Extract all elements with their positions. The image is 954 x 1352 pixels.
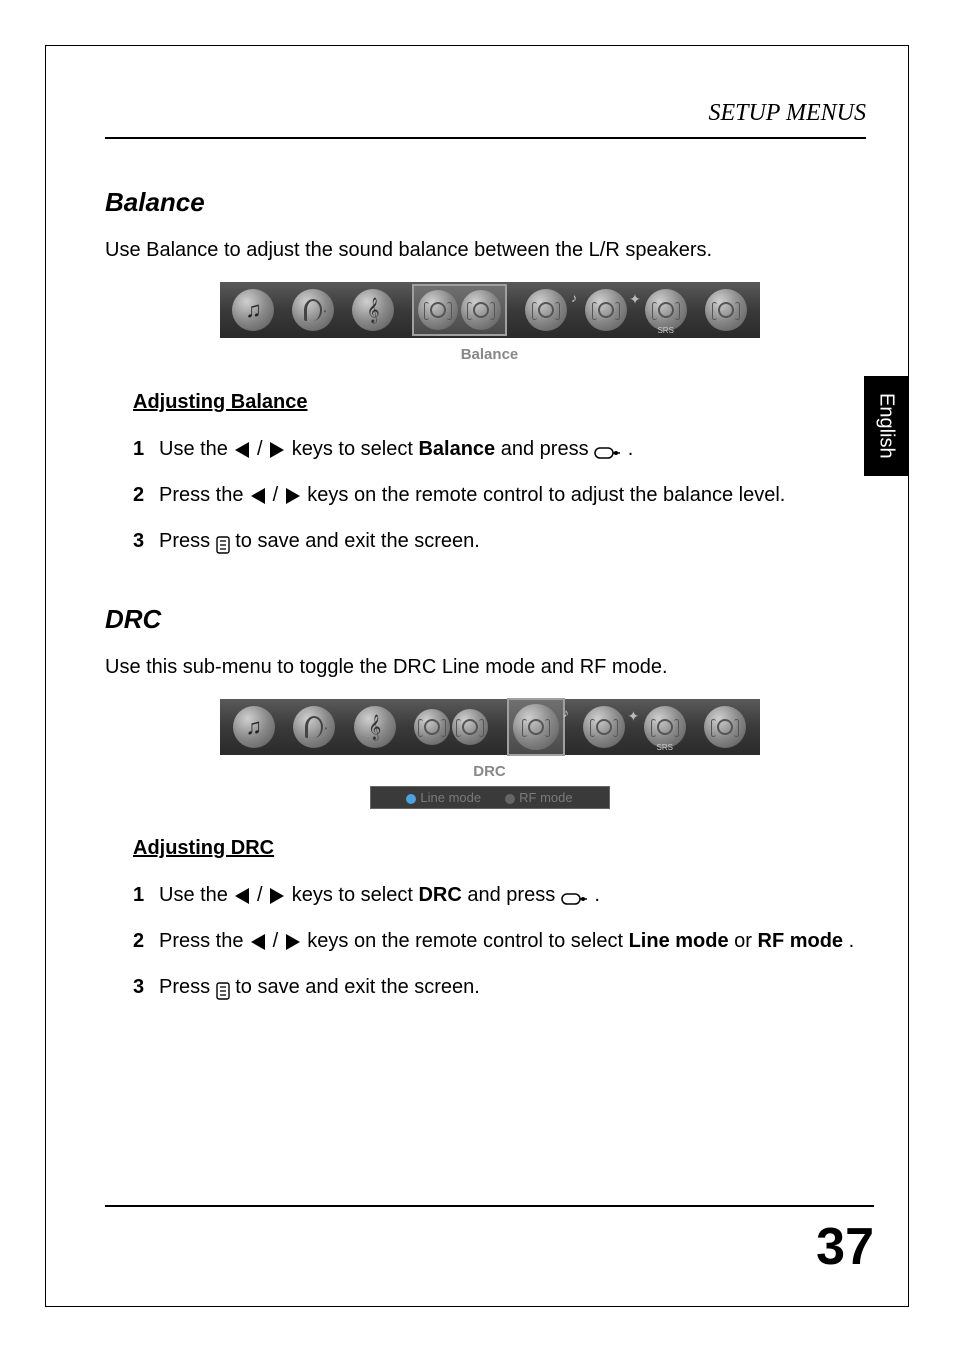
step-text: or (734, 930, 757, 952)
step-text: keys on the remote control to adjust the… (307, 484, 785, 506)
balance-step-3: 3 Press to save and exit the screen. (133, 526, 874, 556)
footer-divider (105, 1205, 874, 1207)
drc-icon: ♪ (525, 289, 567, 331)
line-mode-label: Line mode (420, 790, 481, 805)
spdif-icon (704, 706, 746, 748)
step-number: 2 (133, 926, 149, 956)
srs-icon: SRS (644, 706, 686, 748)
treble-icon (352, 289, 394, 331)
right-arrow-icon (286, 934, 300, 950)
balance-selected-box (412, 284, 507, 336)
adjusting-drc-heading: Adjusting DRC (133, 837, 874, 860)
step-text: / (273, 930, 284, 952)
enter-icon (594, 441, 622, 459)
balance-right-speaker-icon (452, 709, 488, 745)
step-text: / (273, 484, 284, 506)
balance-left-speaker-icon (418, 290, 458, 330)
step-text: Use the (159, 884, 233, 906)
menu-button-icon (216, 533, 230, 551)
step-bold-text: Balance (418, 438, 495, 460)
left-arrow-icon (251, 934, 265, 950)
drc-selected-box: ♪ (507, 698, 565, 756)
step-text: Press (159, 530, 216, 552)
drc-step-1: 1 Use the / keys to select DRC and press… (133, 880, 874, 910)
drc-menu-caption: DRC (220, 763, 760, 780)
drc-step-2: 2 Press the / keys on the remote control… (133, 926, 874, 956)
right-arrow-icon (270, 442, 284, 458)
step-number: 3 (133, 526, 149, 556)
step-text: . (628, 438, 634, 460)
step-text: and press (501, 438, 594, 460)
step-text: . (849, 930, 855, 952)
balance-intro: Use Balance to adjust the sound balance … (105, 236, 874, 264)
right-arrow-icon (286, 488, 300, 504)
music-mode-icon (232, 289, 274, 331)
step-text: keys to select (292, 884, 419, 906)
avl-icon: ✦ (583, 706, 625, 748)
line-mode-option: Line mode (406, 790, 481, 805)
page-number: 37 (816, 1217, 874, 1277)
balance-heading: Balance (105, 187, 874, 218)
step-bold-text: RF mode (758, 930, 844, 952)
radio-active-icon (406, 794, 416, 804)
step-text: keys on the remote control to select (307, 930, 628, 952)
radio-inactive-icon (505, 794, 515, 804)
drc-heading: DRC (105, 604, 874, 635)
step-number: 1 (133, 880, 149, 910)
ear-icon (292, 289, 334, 331)
step-text: keys to select (292, 438, 419, 460)
step-number: 2 (133, 480, 149, 510)
header-section-title: SETUP MENUS (105, 100, 866, 139)
page-content: SETUP MENUS Balance Use Balance to adjus… (105, 100, 874, 1018)
drc-mode-bar: Line mode RF mode (370, 786, 610, 809)
balance-step-2: 2 Press the / keys on the remote control… (133, 480, 874, 510)
balance-right-speaker-icon (461, 290, 501, 330)
step-text: Press the (159, 484, 249, 506)
step-text: . (594, 884, 600, 906)
menu-icon-row: ♪ ✦ SRS (220, 282, 760, 338)
rf-mode-option: RF mode (505, 790, 572, 805)
step-number: 1 (133, 434, 149, 464)
srs-icon: SRS (645, 289, 687, 331)
drc-step-3: 3 Press to save and exit the screen. (133, 972, 874, 1002)
left-arrow-icon (235, 442, 249, 458)
step-bold-text: Line mode (629, 930, 729, 952)
avl-icon: ✦ (585, 289, 627, 331)
ear-icon (293, 706, 335, 748)
adjusting-balance-heading: Adjusting Balance (133, 391, 874, 414)
enter-icon (561, 887, 589, 905)
step-text: Use the (159, 438, 233, 460)
left-arrow-icon (235, 888, 249, 904)
left-arrow-icon (251, 488, 265, 504)
step-text: Press the (159, 930, 249, 952)
step-text: / (257, 884, 268, 906)
balance-left-speaker-icon (414, 709, 450, 745)
balance-step-1: 1 Use the / keys to select Balance and p… (133, 434, 874, 464)
step-text: Press (159, 976, 216, 998)
right-arrow-icon (270, 888, 284, 904)
step-text: to save and exit the screen. (235, 530, 480, 552)
treble-icon (354, 706, 396, 748)
drc-menu-illustration: ♪ ✦ SRS DRC Line mode RF mode (220, 699, 760, 809)
menu-button-icon (216, 979, 230, 997)
spdif-icon (705, 289, 747, 331)
step-number: 3 (133, 972, 149, 1002)
step-text: and press (467, 884, 560, 906)
step-text: to save and exit the screen. (235, 976, 480, 998)
step-bold-text: DRC (418, 884, 461, 906)
drc-intro: Use this sub-menu to toggle the DRC Line… (105, 653, 874, 681)
balance-menu-caption: Balance (220, 346, 760, 363)
drc-selected-icon: ♪ (513, 704, 559, 750)
rf-mode-label: RF mode (519, 790, 572, 805)
music-mode-icon (233, 706, 275, 748)
menu-icon-row: ♪ ✦ SRS (220, 699, 760, 755)
step-text: / (257, 438, 268, 460)
balance-menu-illustration: ♪ ✦ SRS Balance (220, 282, 760, 363)
